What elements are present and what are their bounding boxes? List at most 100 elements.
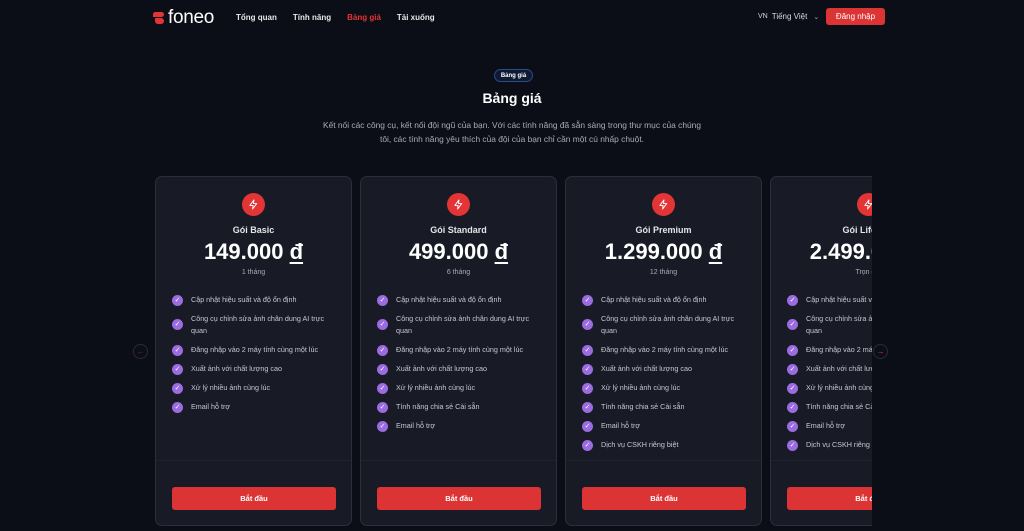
nav-features[interactable]: Tính năng bbox=[292, 13, 332, 22]
logo[interactable]: foneo bbox=[153, 7, 214, 29]
feature-item: ✓ Email hỗ trợ bbox=[377, 420, 547, 432]
check-icon: ✓ bbox=[787, 345, 798, 356]
plan-price: 1.299.000 đ bbox=[566, 239, 761, 265]
price-currency: đ bbox=[708, 239, 723, 264]
feature-item: ✓ Dịch vụ CSKH riêng biệt bbox=[787, 439, 872, 451]
check-icon: ✓ bbox=[787, 440, 798, 451]
feature-text: Công cụ chỉnh sửa ảnh chân dung AI trực … bbox=[396, 314, 530, 335]
check-icon: ✓ bbox=[377, 364, 388, 375]
plan-price: 499.000 đ bbox=[361, 239, 556, 265]
check-icon: ✓ bbox=[377, 421, 388, 432]
check-icon: ✓ bbox=[787, 295, 798, 306]
feature-text: Xử lý nhiều ảnh cùng lúc bbox=[191, 383, 271, 392]
check-icon: ✓ bbox=[377, 402, 388, 413]
feature-item: ✓ Tính năng chia sẻ Cài sẵn bbox=[787, 401, 872, 413]
feature-list: ✓ Cập nhật hiệu suất và độ ổn định ✓ Công c… bbox=[172, 294, 342, 420]
check-icon: ✓ bbox=[787, 319, 798, 330]
feature-item: ✓ Email hỗ trợ bbox=[582, 420, 752, 432]
check-icon: ✓ bbox=[582, 319, 593, 330]
feature-item: ✓ Cập nhật hiệu suất và độ ổn định bbox=[172, 294, 342, 306]
feature-item: ✓ Xử lý nhiều ảnh cùng lúc bbox=[787, 382, 872, 394]
feature-item: ✓ Công cụ chỉnh sửa ảnh chân dung AI trực… bbox=[172, 313, 342, 337]
plan-period: 12 tháng bbox=[649, 269, 678, 276]
feature-item: ✓ Cập nhật hiệu suất và độ ổn định bbox=[377, 294, 547, 306]
feature-text: Xử lý nhiều ảnh cùng lúc bbox=[601, 383, 681, 392]
check-icon: ✓ bbox=[582, 440, 593, 451]
start-button[interactable]: Bắt đầu bbox=[582, 487, 746, 510]
plan-name: Gói Basic bbox=[232, 225, 275, 235]
start-button[interactable]: Bắt đầu bbox=[787, 487, 872, 510]
check-icon: ✓ bbox=[787, 402, 798, 413]
feature-item: ✓ Xử lý nhiều ảnh cùng lúc bbox=[377, 382, 547, 394]
feature-item: ✓ Xuất ảnh với chất lượng cao bbox=[787, 363, 872, 375]
pricing-card: Gói Basic 149.000 đ 1 tháng ✓ Cập nhật hi… bbox=[155, 176, 352, 526]
plan-price: 2.499.000 đ bbox=[771, 239, 872, 265]
feature-item: ✓ Dịch vụ CSKH riêng biệt bbox=[582, 439, 752, 451]
feature-text: Xuất ảnh với chất lượng cao bbox=[601, 364, 692, 373]
pricing-card: Gói Lifetime 2.499.000 đ Trọn đời ✓ Cập n… bbox=[770, 176, 872, 526]
price-currency: đ bbox=[494, 239, 509, 264]
feature-item: ✓ Cập nhật hiệu suất và độ ổn định bbox=[787, 294, 872, 306]
plan-name: Gói Premium bbox=[635, 225, 692, 235]
section-badge: Bảng giá bbox=[494, 69, 533, 82]
nav-overview[interactable]: Tổng quan bbox=[236, 13, 277, 22]
check-icon: ✓ bbox=[787, 421, 798, 432]
feature-text: Email hỗ trợ bbox=[396, 421, 436, 430]
check-icon: ✓ bbox=[582, 345, 593, 356]
feature-text: Công cụ chỉnh sửa ảnh chân dung AI trực … bbox=[806, 314, 872, 335]
language-selector[interactable]: VN Tiếng Việt ⌄ bbox=[758, 12, 819, 21]
pricing-card: Gói Standard 499.000 đ 6 tháng ✓ Cập nhật… bbox=[360, 176, 557, 526]
feature-list: ✓ Cập nhật hiệu suất và độ ổn định ✓ Công c… bbox=[582, 294, 752, 458]
feature-item: ✓ Xuất ảnh với chất lượng cao bbox=[377, 363, 547, 375]
feature-text: Tính năng chia sẻ Cài sẵn bbox=[806, 402, 872, 411]
feature-text: Xử lý nhiều ảnh cùng lúc bbox=[396, 383, 476, 392]
check-icon: ✓ bbox=[172, 402, 183, 413]
feature-list: ✓ Cập nhật hiệu suất và độ ổn định ✓ Công c… bbox=[377, 294, 547, 439]
start-button[interactable]: Bắt đầu bbox=[377, 487, 541, 510]
feature-item: ✓ Công cụ chỉnh sửa ảnh chân dung AI trực… bbox=[582, 313, 752, 337]
feature-text: Dịch vụ CSKH riêng biệt bbox=[601, 440, 679, 449]
price-amount: 1.299.000 bbox=[604, 239, 703, 264]
check-icon: ✓ bbox=[582, 402, 593, 413]
plan-period: Trọn đời bbox=[855, 269, 872, 276]
page-title: Bảng giá bbox=[482, 90, 542, 106]
card-divider bbox=[771, 460, 872, 461]
lightning-icon bbox=[857, 193, 872, 216]
lightning-icon bbox=[652, 193, 675, 216]
login-button[interactable]: Đăng nhập bbox=[826, 8, 885, 25]
pricing-track: Gói Basic 149.000 đ 1 tháng ✓ Cập nhật hi… bbox=[155, 176, 872, 526]
check-icon: ✓ bbox=[582, 421, 593, 432]
check-icon: ✓ bbox=[172, 364, 183, 375]
feature-item: ✓ Công cụ chỉnh sửa ảnh chân dung AI trực… bbox=[787, 313, 872, 337]
feature-item: ✓ Xử lý nhiều ảnh cùng lúc bbox=[582, 382, 752, 394]
carousel-next-button[interactable]: → bbox=[873, 344, 888, 359]
arrow-left-icon: ← bbox=[136, 347, 145, 356]
check-icon: ✓ bbox=[172, 319, 183, 330]
check-icon: ✓ bbox=[377, 383, 388, 394]
nav-download[interactable]: Tải xuống bbox=[396, 13, 435, 22]
logo-text: foneo bbox=[168, 7, 215, 28]
main-nav: Tổng quan Tính năng Bảng giá Tải xuống bbox=[236, 13, 435, 22]
check-icon: ✓ bbox=[172, 345, 183, 356]
nav-pricing[interactable]: Bảng giá bbox=[347, 13, 381, 22]
lightning-icon bbox=[242, 193, 265, 216]
feature-text: Xuất ảnh với chất lượng cao bbox=[191, 364, 282, 373]
pricing-carousel: Gói Basic 149.000 đ 1 tháng ✓ Cập nhật hi… bbox=[155, 176, 872, 528]
feature-text: Xuất ảnh với chất lượng cao bbox=[806, 364, 872, 373]
feature-text: Công cụ chỉnh sửa ảnh chân dung AI trực … bbox=[191, 314, 325, 335]
plan-period: 1 tháng bbox=[241, 269, 266, 276]
feature-item: ✓ Cập nhật hiệu suất và độ ổn định bbox=[582, 294, 752, 306]
start-button[interactable]: Bắt đầu bbox=[172, 487, 336, 510]
foneo-logo-icon bbox=[153, 11, 165, 25]
check-icon: ✓ bbox=[172, 295, 183, 306]
feature-item: ✓ Công cụ chỉnh sửa ảnh chân dung AI trực… bbox=[377, 313, 547, 337]
card-divider bbox=[566, 460, 761, 461]
feature-item: ✓ Xuất ảnh với chất lượng cao bbox=[582, 363, 752, 375]
plan-period: 6 tháng bbox=[446, 269, 471, 276]
feature-text: Tính năng chia sẻ Cài sẵn bbox=[601, 402, 685, 411]
price-amount: 149.000 bbox=[203, 239, 284, 264]
feature-item: ✓ Đăng nhập vào 2 máy tính cùng một lúc bbox=[582, 344, 752, 356]
feature-text: Xử lý nhiều ảnh cùng lúc bbox=[806, 383, 872, 392]
carousel-prev-button[interactable]: ← bbox=[133, 344, 148, 359]
check-icon: ✓ bbox=[787, 383, 798, 394]
